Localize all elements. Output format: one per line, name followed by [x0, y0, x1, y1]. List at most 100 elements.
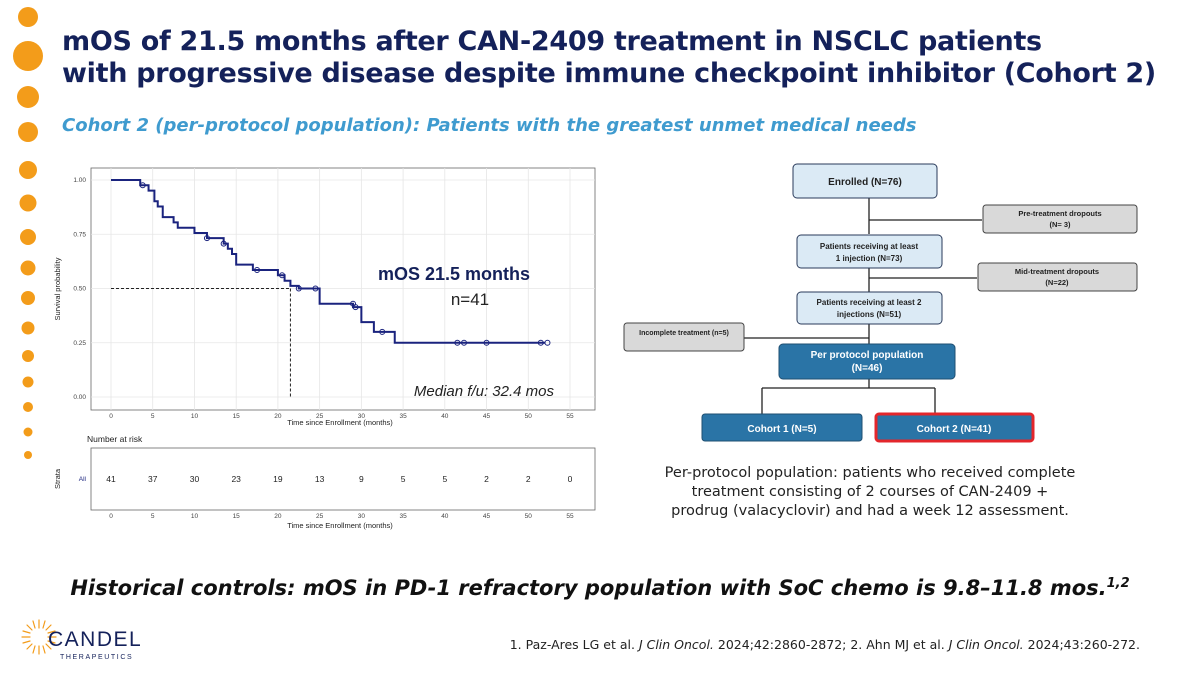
- mos-annotation: mOS 21.5 months: [378, 264, 530, 284]
- censor-mark: [379, 328, 386, 335]
- incomplete-treatment-box: Incomplete treatment (n=5): [623, 322, 745, 352]
- cohort-2-box: Cohort 2 (N=41): [874, 412, 1035, 443]
- km-x-tick-label: 35: [399, 413, 407, 420]
- decorative-dots: [13, 7, 43, 459]
- km-censor-marks: [139, 182, 551, 346]
- pre-dropouts-label-2: (N= 3): [1049, 220, 1071, 229]
- censor-mark: [139, 182, 146, 189]
- pre-treatment-dropouts-box: Pre-treatment dropouts (N= 3): [982, 204, 1138, 234]
- ref-1-journal: J Clin Oncol.: [638, 637, 714, 652]
- km-y-tick-label: 0.50: [73, 286, 86, 293]
- two-injections-label-1: Patients receiving at least 2: [817, 298, 922, 307]
- censor-mark: [220, 240, 227, 247]
- risk-x-tick-label: 35: [399, 513, 407, 520]
- risk-value: 13: [315, 474, 325, 484]
- risk-x-tick-label: 5: [151, 513, 155, 520]
- km-y-tick-label: 0.75: [73, 231, 86, 238]
- km-panel-border: [90, 167, 596, 411]
- censor-mark: [352, 304, 359, 311]
- per-protocol-caption: Per-protocol population: patients who re…: [650, 464, 1090, 521]
- risk-value: 2: [526, 474, 531, 484]
- cohort-1-box: Cohort 1 (N=5): [701, 413, 863, 442]
- per-protocol-box: Per protocol population (N=46): [778, 343, 956, 380]
- km-x-tick-label: 50: [525, 413, 533, 420]
- risk-value: 23: [231, 474, 241, 484]
- followup-annotation: Median f/u: 32.4 mos: [414, 383, 555, 400]
- km-survival-curve: [111, 179, 545, 344]
- risk-row-label: All: [79, 476, 87, 483]
- km-x-tick-label: 30: [358, 413, 366, 420]
- title-line-1: mOS of 21.5 months after CAN-2409 treatm…: [62, 26, 1042, 57]
- dot: [18, 7, 38, 27]
- mid-dropouts-label-2: (N=22): [1045, 278, 1069, 287]
- censor-mark: [279, 272, 286, 279]
- km-x-tick-label: 20: [274, 413, 282, 420]
- pre-dropouts-label-1: Pre-treatment dropouts: [1018, 209, 1101, 218]
- candel-logo: CANDEL THERAPEUTICS: [21, 619, 142, 661]
- km-x-tick-label: 45: [483, 413, 491, 420]
- censor-mark: [312, 285, 319, 292]
- risk-x-tick-label: 55: [566, 513, 574, 520]
- patient-flow-diagram: Enrolled (N=76) Pre-treatment dropouts (…: [623, 163, 1138, 443]
- risk-x-tick-label: 50: [525, 513, 533, 520]
- enrolled-label: Enrolled (N=76): [828, 177, 902, 188]
- km-x-tick-label: 15: [233, 413, 241, 420]
- dot: [23, 427, 33, 437]
- enrolled-box: Enrolled (N=76): [792, 163, 938, 199]
- dot: [20, 229, 36, 245]
- censor-mark: [454, 339, 461, 346]
- mid-treatment-dropouts-box: Mid-treatment dropouts (N=22): [977, 262, 1138, 292]
- dot: [20, 260, 36, 276]
- km-survival-chart: 0 5 10 15 20 25 30 35 40 45 50 55 0.00 0.25 0.50 0.75 1.…: [53, 167, 596, 427]
- historical-superscript: 1,2: [1106, 576, 1130, 591]
- km-xlabel: Time since Enrollment (months): [287, 418, 393, 427]
- risk-value: 41: [106, 474, 116, 484]
- dot: [19, 194, 37, 212]
- ref-2-post: 2024;43:260-272.: [1023, 637, 1140, 652]
- historical-controls-statement: Historical controls: mOS in PD-1 refract…: [0, 576, 1200, 600]
- risk-value: 5: [442, 474, 447, 484]
- km-ylabel: Survival probability: [53, 257, 62, 320]
- censor-mark: [537, 339, 544, 346]
- caption-line-2: treatment consisting of 2 courses of CAN…: [691, 484, 1049, 500]
- dot: [13, 41, 43, 71]
- km-ticks: 0 5 10 15 20 25 30 35 40 45 50 55 0.00 0.25 0.50 0.75 1.…: [73, 177, 574, 420]
- title-line-2: with progressive disease despite immune …: [62, 58, 1156, 89]
- risk-x-tick-label: 10: [191, 513, 199, 520]
- one-injection-label-1: Patients receiving at least: [820, 242, 919, 251]
- risk-xlabel: Time since Enrollment (months): [287, 521, 393, 530]
- dot: [17, 86, 39, 108]
- two-injections-box: Patients receiving at least 2 injections…: [796, 291, 943, 325]
- ref-1-post: 2024;42:2860-2872; 2. Ahn MJ et al.: [713, 637, 949, 652]
- km-x-tick-label: 5: [151, 413, 155, 420]
- km-grid: [91, 168, 595, 410]
- risk-x-tick-label: 45: [483, 513, 491, 520]
- ref-1-pre: 1. Paz-Ares LG et al.: [509, 637, 639, 652]
- risk-x-tick-label: 15: [233, 513, 241, 520]
- caption-line-3: prodrug (valacyclovir) and had a week 12…: [671, 503, 1069, 519]
- risk-title: Number at risk: [87, 434, 143, 444]
- risk-value: 30: [190, 474, 200, 484]
- ref-2-journal: J Clin Oncol.: [948, 637, 1024, 652]
- km-median-lines: [111, 288, 291, 397]
- dot: [24, 451, 32, 459]
- risk-cells: 41 37 30 23 19 13 9 5 5 2 2 00 5 10 15 20 25 30 35 40 45 50 55: [106, 474, 574, 520]
- risk-x-tick-label: 30: [358, 513, 366, 520]
- dot: [23, 402, 33, 412]
- km-x-tick-label: 40: [441, 413, 449, 420]
- censor-mark: [544, 339, 551, 346]
- cohort-2-label: Cohort 2 (N=41): [917, 424, 992, 435]
- slide-subtitle: Cohort 2 (per-protocol population): Pati…: [62, 115, 917, 136]
- censor-mark: [483, 339, 490, 346]
- censor-mark: [461, 339, 468, 346]
- km-y-tick-label: 0.25: [73, 340, 86, 347]
- logo-name: CANDEL: [48, 628, 142, 651]
- risk-value: 2: [484, 474, 489, 484]
- one-injection-label-2: 1 injection (N=73): [836, 254, 903, 263]
- sun-icon: [21, 619, 57, 655]
- risk-x-tick-label: 25: [316, 513, 324, 520]
- dot: [18, 122, 38, 142]
- censor-mark: [295, 285, 302, 292]
- per-protocol-label-2: (N=46): [852, 363, 883, 374]
- km-x-tick-label: 25: [316, 413, 324, 420]
